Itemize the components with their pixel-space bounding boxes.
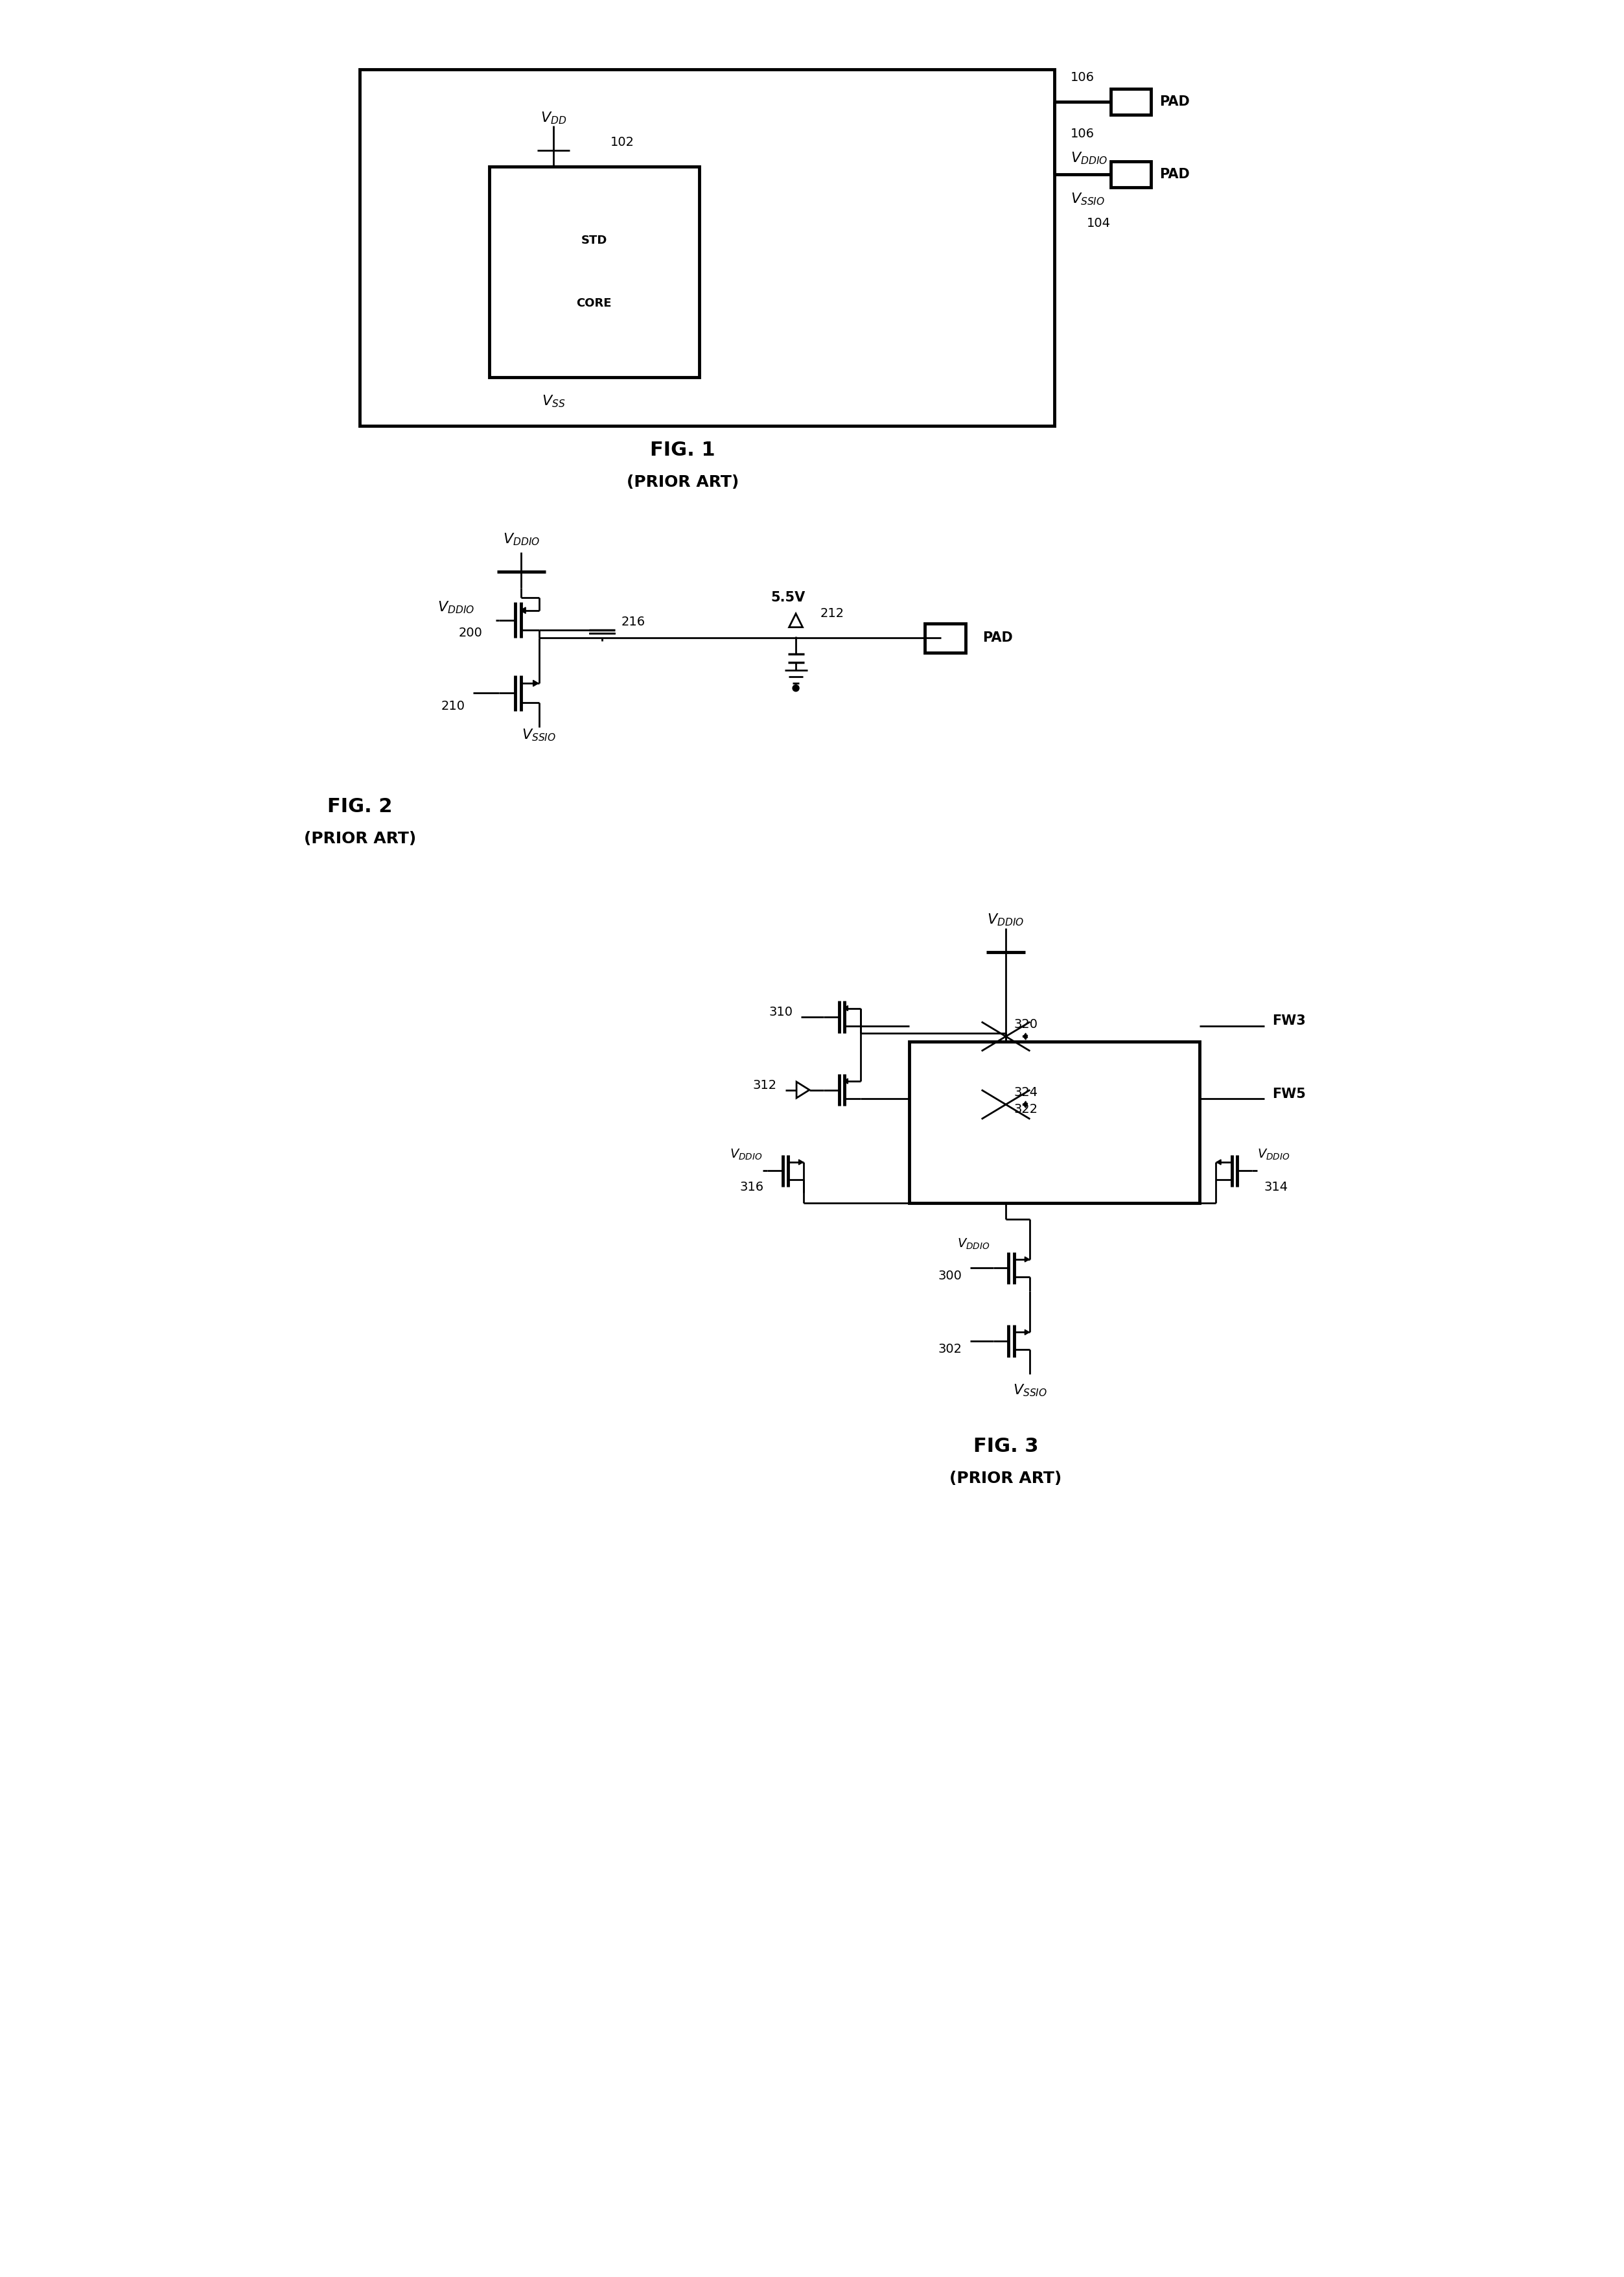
Text: $V_{DDIO}$: $V_{DDIO}$ [729, 1148, 763, 1161]
Polygon shape [789, 613, 802, 626]
Polygon shape [843, 1006, 848, 1011]
Polygon shape [1216, 1159, 1221, 1166]
Text: 102: 102 [611, 137, 633, 148]
Text: FIG. 2: FIG. 2 [326, 797, 393, 815]
Bar [1111, 89, 1151, 114]
Text: $V_{DDIO}$: $V_{DDIO}$ [957, 1236, 991, 1250]
Text: 106: 106 [1070, 128, 1095, 141]
Text: PAD: PAD [983, 631, 1013, 644]
Text: $V_{DDIO}$: $V_{DDIO}$ [1257, 1148, 1289, 1161]
Text: 320: 320 [1013, 1018, 1038, 1031]
Text: (PRIOR ART): (PRIOR ART) [304, 831, 416, 847]
Circle shape [793, 685, 799, 692]
Text: $V_{DDIO}$: $V_{DDIO}$ [437, 599, 474, 615]
Bar [1111, 162, 1151, 187]
Text: $V_{SSIO}$: $V_{SSIO}$ [1070, 191, 1104, 207]
Polygon shape [799, 1159, 804, 1166]
Polygon shape [796, 1082, 809, 1098]
Text: FW3: FW3 [1272, 1016, 1306, 1027]
Text: 216: 216 [622, 615, 645, 628]
Text: 302: 302 [939, 1343, 961, 1355]
Text: $V_{DDIO}$: $V_{DDIO}$ [1070, 150, 1108, 166]
Text: 310: 310 [768, 1006, 793, 1018]
Text: 316: 316 [739, 1182, 763, 1193]
Polygon shape [533, 681, 539, 685]
Polygon shape [520, 608, 526, 613]
Text: (PRIOR ART): (PRIOR ART) [627, 474, 739, 490]
Text: (PRIOR ART): (PRIOR ART) [950, 1471, 1062, 1487]
Text: FW5: FW5 [1272, 1088, 1306, 1100]
Text: PAD: PAD [1160, 168, 1189, 182]
Text: 212: 212 [820, 608, 844, 619]
Polygon shape [1023, 1036, 1028, 1041]
Text: 300: 300 [939, 1271, 961, 1282]
Polygon shape [1023, 1034, 1028, 1038]
Text: $V_{SS}$: $V_{SS}$ [542, 394, 565, 410]
Bar [489, 166, 698, 378]
Text: 324: 324 [1013, 1086, 1038, 1098]
Text: $V_{DDIO}$: $V_{DDIO}$ [503, 531, 539, 546]
Polygon shape [1023, 1102, 1028, 1107]
Text: STD: STD [581, 235, 607, 246]
Text: CORE: CORE [577, 298, 612, 310]
Text: FIG. 1: FIG. 1 [650, 442, 716, 460]
Polygon shape [1025, 1330, 1030, 1334]
Polygon shape [1025, 1257, 1030, 1261]
Text: 314: 314 [1263, 1182, 1288, 1193]
Text: PAD: PAD [1160, 96, 1189, 109]
Bar [361, 68, 1054, 426]
Text: 200: 200 [458, 626, 482, 640]
Text: 106: 106 [1070, 71, 1095, 84]
Polygon shape [843, 1079, 848, 1084]
Text: $V_{DD}$: $V_{DD}$ [541, 109, 567, 125]
Text: 210: 210 [440, 699, 464, 713]
Text: 104: 104 [1086, 216, 1111, 230]
Text: 5.5V: 5.5V [770, 592, 806, 603]
Bar [926, 624, 965, 653]
Polygon shape [1023, 1104, 1028, 1107]
Text: $V_{SSIO}$: $V_{SSIO}$ [521, 726, 557, 742]
Text: 312: 312 [752, 1079, 776, 1091]
Bar [909, 1041, 1200, 1202]
Text: 322: 322 [1013, 1102, 1038, 1116]
Text: $V_{SSIO}$: $V_{SSIO}$ [1013, 1382, 1047, 1398]
Text: FIG. 3: FIG. 3 [973, 1437, 1038, 1455]
Text: $V_{DDIO}$: $V_{DDIO}$ [987, 913, 1025, 927]
